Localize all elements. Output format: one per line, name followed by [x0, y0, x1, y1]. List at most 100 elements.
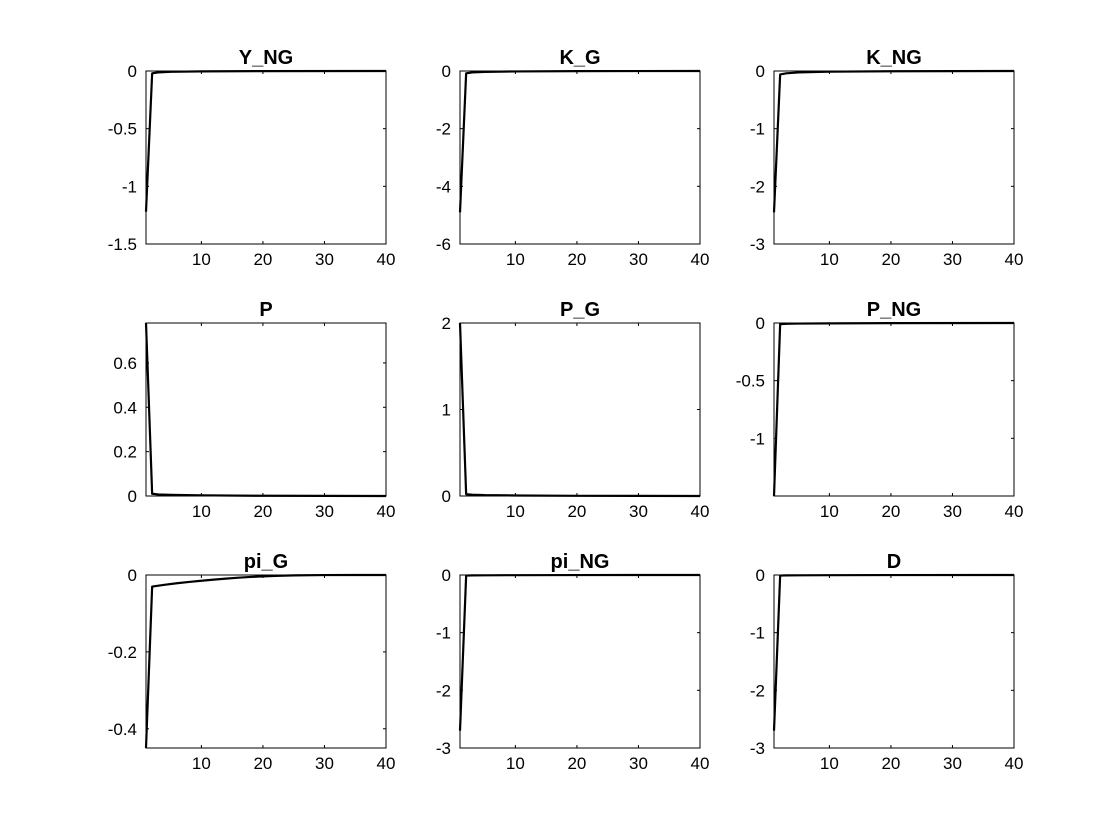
y-tick-label: 0 — [442, 487, 451, 506]
x-tick-label: 30 — [943, 250, 962, 269]
y-tick-label: 0 — [128, 62, 137, 81]
y-tick-label: -3 — [750, 739, 765, 758]
x-tick-label: 10 — [506, 754, 525, 773]
y-tick-label: -3 — [750, 235, 765, 254]
y-tick-label: -0.5 — [108, 120, 137, 139]
subplot-P: P 10 20 30 40 0 0.2 0.4 0.6 — [113, 299, 395, 521]
x-tick-label: 10 — [506, 502, 525, 521]
y-tick-label: -0.2 — [108, 643, 137, 662]
y-tick-label: -6 — [436, 235, 451, 254]
subplot-D: D 10 20 30 40 0 -1 -2 -3 — [750, 551, 1024, 773]
subplot-title: P — [259, 299, 272, 321]
plot-area — [146, 323, 386, 496]
x-tick-label: 20 — [567, 250, 586, 269]
subplot-pi_G: pi_G 10 20 30 40 0 -0.2 -0.4 — [108, 551, 396, 773]
y-tick-label: -1.5 — [108, 235, 137, 254]
subplot-title: pi_G — [244, 551, 288, 573]
x-tick-label: 10 — [820, 250, 839, 269]
x-tick-label: 10 — [820, 754, 839, 773]
x-tick-label: 30 — [315, 502, 334, 521]
x-tick-label: 40 — [691, 250, 710, 269]
plot-area — [774, 575, 1014, 748]
x-tick-label: 30 — [315, 754, 334, 773]
axes-box — [459, 574, 701, 749]
y-tick-label: -1 — [750, 120, 765, 139]
x-tick-label: 30 — [315, 250, 334, 269]
y-tick-label: 0 — [128, 566, 137, 585]
subplot-K_G: K_G 10 20 30 40 0 -2 -4 -6 — [436, 47, 710, 269]
y-tick-label: -0.4 — [108, 720, 137, 739]
y-tick-label: -0.5 — [736, 372, 765, 391]
x-tick-label: 40 — [1005, 250, 1024, 269]
axes-box — [459, 70, 701, 245]
y-tick-label: 0.2 — [113, 443, 137, 462]
y-tick-label: 0 — [756, 62, 765, 81]
subplot-title: D — [887, 551, 901, 573]
subplot-P_NG: P_NG 10 20 30 40 0 -0.5 -1 — [736, 299, 1024, 521]
x-tick-label: 10 — [506, 250, 525, 269]
x-tick-label: 30 — [629, 502, 648, 521]
y-tick-label: 0 — [128, 487, 137, 506]
x-tick-label: 20 — [881, 250, 900, 269]
x-tick-label: 10 — [820, 502, 839, 521]
subplot-title: pi_NG — [551, 551, 610, 573]
y-tick-label: 0 — [442, 566, 451, 585]
subplot-title: Y_NG — [239, 47, 293, 69]
x-tick-label: 30 — [943, 754, 962, 773]
y-tick-label: -1 — [436, 624, 451, 643]
x-tick-label: 40 — [691, 754, 710, 773]
y-tick-label: 2 — [442, 314, 451, 333]
subplot-pi_NG: pi_NG 10 20 30 40 0 -1 -2 -3 — [436, 551, 710, 773]
x-tick-label: 20 — [881, 754, 900, 773]
x-tick-label: 20 — [567, 502, 586, 521]
x-tick-label: 20 — [881, 502, 900, 521]
subplot-Y_NG: Y_NG 10 20 30 40 0 -0.5 -1 -1.5 — [108, 47, 396, 269]
y-tick-label: -3 — [436, 739, 451, 758]
axes-box — [145, 574, 387, 749]
plot-area — [460, 575, 700, 748]
subplot-K_NG: K_NG 10 20 30 40 0 -1 -2 -3 — [750, 47, 1024, 269]
subplot-title: P_G — [560, 299, 600, 321]
plot-area — [460, 323, 700, 496]
subplot-P_G: P_G 10 20 30 40 0 1 2 — [442, 299, 710, 521]
y-tick-label: -2 — [750, 681, 765, 700]
x-tick-label: 30 — [943, 502, 962, 521]
x-tick-label: 30 — [629, 754, 648, 773]
y-tick-label: 0.6 — [113, 354, 137, 373]
x-tick-label: 10 — [192, 754, 211, 773]
axes-box — [773, 322, 1015, 497]
x-tick-label: 10 — [192, 502, 211, 521]
plot-area — [460, 71, 700, 244]
y-tick-label: -1 — [122, 177, 137, 196]
x-tick-label: 20 — [253, 250, 272, 269]
y-tick-label: -2 — [750, 177, 765, 196]
axes-box — [773, 70, 1015, 245]
axes-box — [459, 322, 701, 497]
y-tick-label: 0 — [756, 566, 765, 585]
y-tick-label: 1 — [442, 401, 451, 420]
plot-area — [774, 71, 1014, 244]
axes-box — [145, 322, 387, 497]
subplot-title: K_NG — [866, 47, 922, 69]
x-tick-label: 40 — [377, 250, 396, 269]
subplot-title: P_NG — [867, 299, 921, 321]
y-tick-label: -2 — [436, 120, 451, 139]
y-tick-label: 0 — [442, 62, 451, 81]
x-tick-label: 20 — [567, 754, 586, 773]
subplot-title: K_G — [559, 47, 600, 69]
x-tick-label: 40 — [691, 502, 710, 521]
axes-box — [773, 574, 1015, 749]
plot-area — [146, 71, 386, 244]
x-tick-label: 40 — [1005, 502, 1024, 521]
x-tick-label: 40 — [377, 754, 396, 773]
y-tick-label: 0.4 — [113, 398, 137, 417]
x-tick-label: 30 — [629, 250, 648, 269]
y-tick-label: -1 — [750, 624, 765, 643]
x-tick-label: 20 — [253, 502, 272, 521]
x-tick-label: 40 — [1005, 754, 1024, 773]
y-tick-label: -2 — [436, 681, 451, 700]
y-tick-label: 0 — [756, 314, 765, 333]
plot-area — [146, 575, 386, 748]
x-tick-label: 20 — [253, 754, 272, 773]
